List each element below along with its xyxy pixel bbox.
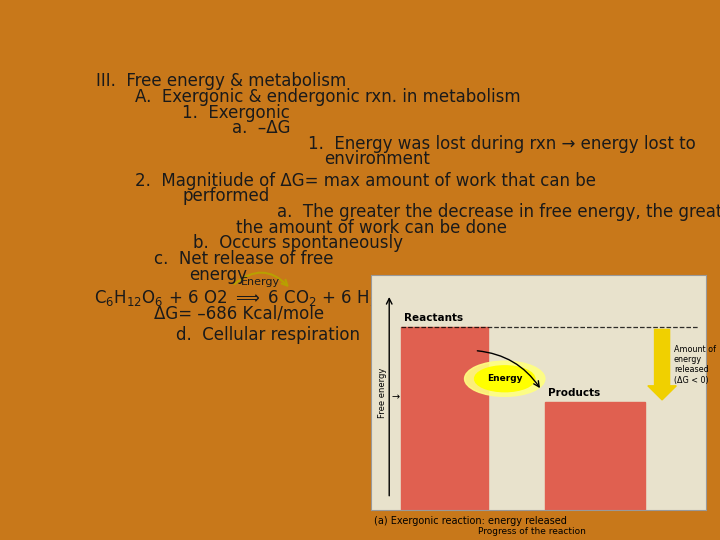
Text: ΔG= –686 Kcal/mole: ΔG= –686 Kcal/mole <box>154 305 324 322</box>
Text: Reactants: Reactants <box>405 313 464 323</box>
Bar <box>545 402 645 510</box>
FancyArrow shape <box>648 329 676 400</box>
Text: 1.  Exergonic: 1. Exergonic <box>182 104 290 122</box>
Text: 2.  Magnitiude of ΔG= max amount of work that can be: 2. Magnitiude of ΔG= max amount of work … <box>135 172 595 190</box>
Text: a.  –ΔG: a. –ΔG <box>233 119 291 137</box>
Text: c.  Net release of free: c. Net release of free <box>154 250 333 268</box>
Text: performed: performed <box>182 187 269 205</box>
FancyArrowPatch shape <box>235 273 287 286</box>
Text: III.  Free energy & metabolism: III. Free energy & metabolism <box>96 72 346 90</box>
Text: energy: energy <box>189 266 248 284</box>
Text: Free energy: Free energy <box>378 368 387 418</box>
Text: Energy: Energy <box>240 277 280 287</box>
Text: C$_6$H$_{12}$O$_6$ + 6 O2 $\Longrightarrow$ 6 CO$_2$ + 6 H$_2$O: C$_6$H$_{12}$O$_6$ + 6 O2 $\Longrightarr… <box>94 288 392 308</box>
Ellipse shape <box>464 361 545 396</box>
Text: b.  Occurs spontaneously: b. Occurs spontaneously <box>193 234 403 252</box>
Text: →: → <box>392 393 400 402</box>
Text: environment: environment <box>325 150 431 167</box>
Text: 1.  Energy was lost during rxn → energy lost to: 1. Energy was lost during rxn → energy l… <box>307 134 696 153</box>
Text: Amount of
energy
released
(ΔG < 0): Amount of energy released (ΔG < 0) <box>674 345 716 385</box>
Ellipse shape <box>474 366 535 392</box>
Text: Energy: Energy <box>487 374 523 383</box>
Text: the amount of work can be done: the amount of work can be done <box>236 219 508 237</box>
Text: d.  Cellular respiration: d. Cellular respiration <box>176 326 361 344</box>
Text: a.  The greater the decrease in free energy, the greater: a. The greater the decrease in free ener… <box>277 203 720 221</box>
Text: Progress of the reaction: Progress of the reaction <box>477 526 585 536</box>
Text: Products: Products <box>548 388 600 399</box>
Bar <box>401 327 488 510</box>
Text: (a) Exergonic reaction: energy released: (a) Exergonic reaction: energy released <box>374 516 567 526</box>
Text: A.  Exergonic & endergonic rxn. in metabolism: A. Exergonic & endergonic rxn. in metabo… <box>135 88 521 106</box>
